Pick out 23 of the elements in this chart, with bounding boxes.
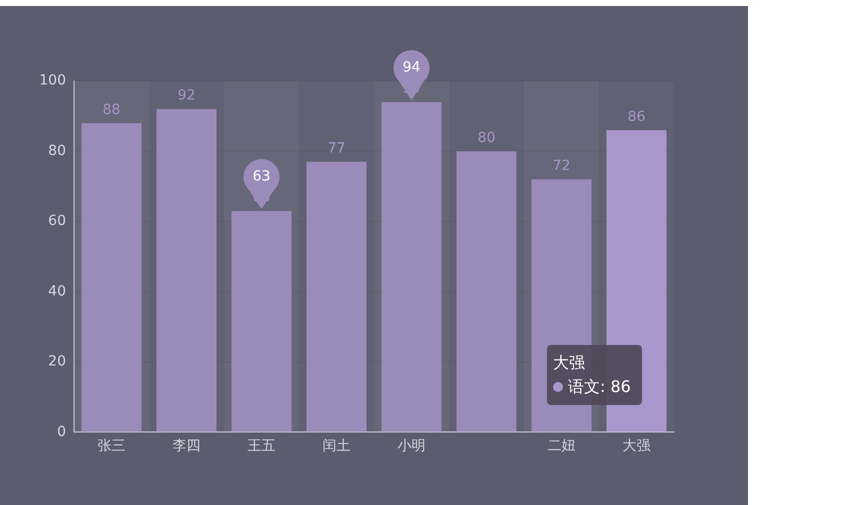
y-tick-label: 0: [57, 424, 66, 440]
data-label: 80: [478, 130, 496, 146]
annotation: 63: [252, 168, 270, 185]
data-label: 77: [328, 140, 346, 156]
data-label: 92: [178, 88, 196, 104]
data-label: 86: [628, 108, 646, 125]
x-tick-label: 李四: [172, 438, 200, 454]
y-tick-label: 100: [39, 72, 66, 89]
annotation: 语文: 86: [568, 376, 631, 398]
x-tick-label: 王五: [248, 438, 276, 454]
y-tick-label: 20: [48, 354, 66, 370]
annotation: 94: [402, 60, 420, 76]
data-label: 88: [102, 102, 120, 118]
annotation: 大强: [553, 352, 586, 374]
x-tick-label: 张三: [98, 438, 126, 454]
y-tick-label: 80: [48, 142, 66, 159]
y-tick-label: 40: [48, 283, 66, 300]
data-label: 72: [552, 158, 570, 174]
x-tick-label: 二妞: [548, 438, 576, 454]
x-tick-label: 小明: [398, 438, 426, 454]
x-tick-label: 大强: [622, 438, 650, 454]
y-tick-label: 60: [48, 213, 66, 230]
x-tick-label: 闰土: [322, 438, 350, 454]
